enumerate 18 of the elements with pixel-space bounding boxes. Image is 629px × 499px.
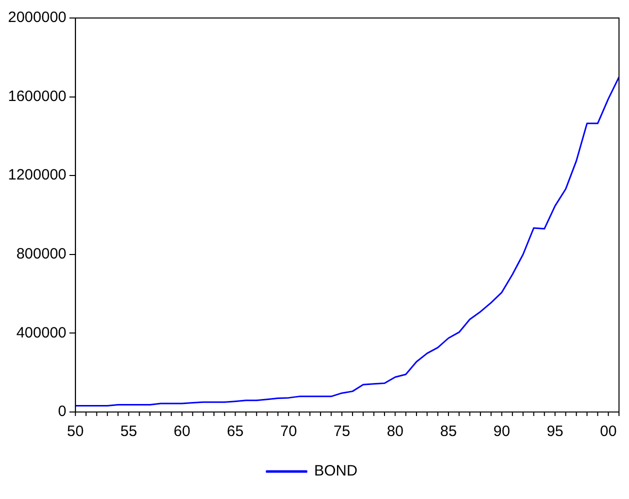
x-tick-label: 00 xyxy=(600,423,617,440)
x-tick-label: 65 xyxy=(226,423,244,440)
y-tick-label: 0 xyxy=(58,403,66,420)
y-tick-label: 400000 xyxy=(16,324,66,342)
x-tick-label: 60 xyxy=(174,423,190,440)
y-tick-label: 1200000 xyxy=(8,166,66,184)
x-tick-label: 55 xyxy=(120,423,138,440)
y-tick-label: 800000 xyxy=(16,246,66,263)
y-tick-label: 2000000 xyxy=(8,9,66,26)
x-tick-label: 70 xyxy=(280,423,297,440)
x-tick-label: 50 xyxy=(67,423,84,440)
legend-label: BOND xyxy=(314,462,358,480)
x-tick-label: 85 xyxy=(440,423,457,440)
x-tick-label: 80 xyxy=(386,423,404,440)
y-tick-label: 1600000 xyxy=(8,88,66,105)
x-tick-label: 75 xyxy=(334,423,350,440)
x-tick-label: 90 xyxy=(493,423,510,440)
x-tick-label: 95 xyxy=(546,423,564,440)
